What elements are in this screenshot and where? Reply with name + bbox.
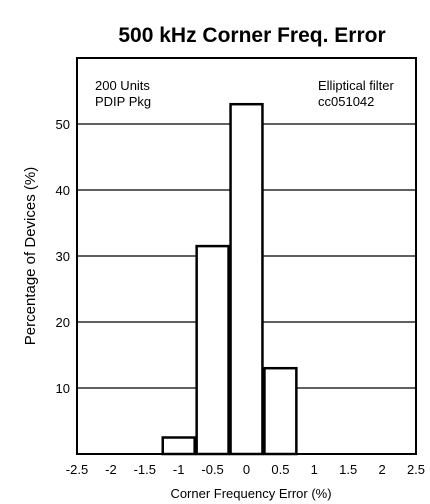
x-axis-label: Corner Frequency Error (%) <box>170 486 331 501</box>
y-tick-label: 40 <box>56 183 70 198</box>
x-tick-label: 0.5 <box>271 462 289 477</box>
chart-title: 500 kHz Corner Freq. Error <box>118 24 385 47</box>
x-tick-label: -2.5 <box>66 462 88 477</box>
histogram-bar-3 <box>263 366 298 456</box>
x-tick-label: -1 <box>173 462 185 477</box>
y-axis-label: Percentage of Devices (%) <box>22 167 39 345</box>
bars <box>161 102 298 456</box>
annotation-filter-type: Elliptical filter <box>318 78 395 93</box>
x-tick-label: -2 <box>105 462 117 477</box>
x-tick-label: 1 <box>311 462 318 477</box>
y-tick-labels: 10 20 30 40 50 <box>56 117 70 396</box>
x-tick-labels: -2.5 -2 -1.5 -1 -0.5 0 0.5 1 1.5 2 2.5 <box>66 462 425 477</box>
histogram-bar-2 <box>229 102 264 456</box>
x-tick-label: 1.5 <box>339 462 357 477</box>
histogram-bar-1 <box>195 244 230 456</box>
x-tick-label: 2.5 <box>407 462 425 477</box>
x-tick-label: -1.5 <box>134 462 156 477</box>
x-tick-label: 0 <box>243 462 250 477</box>
y-tick-label: 20 <box>56 315 70 330</box>
y-tick-label: 10 <box>56 381 70 396</box>
y-tick-label: 30 <box>56 249 70 264</box>
y-tick-label: 50 <box>56 117 70 132</box>
histogram-bar-0 <box>161 436 196 456</box>
annotation-part-code: cc051042 <box>318 94 374 109</box>
annotation-package: PDIP Pkg <box>95 94 151 109</box>
annotation-units: 200 Units <box>95 78 150 93</box>
x-tick-label: -0.5 <box>201 462 223 477</box>
x-tick-label: 2 <box>378 462 385 477</box>
